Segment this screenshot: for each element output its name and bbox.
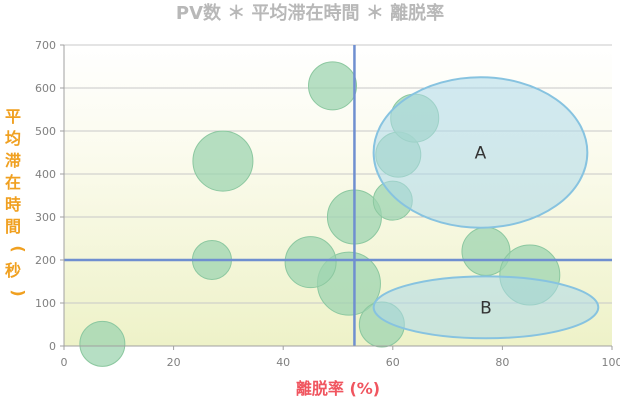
x-tick-label: 100: [602, 356, 620, 369]
y-tick-label: 200: [35, 254, 56, 267]
y-axis-label-char: 平: [5, 107, 21, 126]
bubble-1: [79, 320, 126, 367]
y-axis-label-char: 均: [5, 129, 21, 148]
y-tick-label: 700: [35, 39, 56, 52]
y-axis-label: 平均滞在時間 ( 秒): [5, 107, 28, 297]
chart-title: PV数 ＊ 平均滞在時間 ＊ 離脱率: [176, 2, 444, 24]
bubble-6: [284, 236, 337, 289]
y-tick-label: 300: [35, 211, 56, 224]
bubble-3: [192, 130, 254, 192]
y-tick-label: 600: [35, 82, 56, 95]
bubble-4: [308, 61, 358, 111]
x-tick-label: 60: [386, 356, 400, 369]
y-tick-label: 100: [35, 297, 56, 310]
y-axis-label-char: 間: [5, 217, 21, 236]
region-b-ellipse: [372, 275, 600, 340]
x-tick-label: 0: [61, 356, 68, 369]
region-b-label: B: [480, 298, 492, 318]
y-axis-label-char: 在: [5, 173, 21, 192]
y-tick-label: 500: [35, 125, 56, 138]
y-axis-ticks: 0 100 200 300 400 500 600 700: [35, 39, 64, 353]
x-tick-label: 40: [276, 356, 290, 369]
y-axis-label-char: 秒: [5, 261, 21, 280]
y-tick-label: 400: [35, 168, 56, 181]
reference-lines: [64, 45, 612, 346]
highlight-regions: AB: [372, 76, 600, 340]
x-axis-label: 離脱率 (%): [296, 379, 380, 398]
y-axis-label-char: 時: [5, 195, 21, 214]
y-axis-label-char: (: [9, 245, 28, 252]
y-axis-label-char: 滞: [5, 151, 21, 170]
x-tick-label: 80: [495, 356, 509, 369]
x-tick-label: 20: [167, 356, 181, 369]
x-axis-ticks: 0 20 40 60 80 100: [61, 346, 620, 369]
region-a-ellipse: [372, 76, 589, 229]
region-a-label: A: [475, 144, 487, 164]
y-tick-label: 0: [49, 340, 56, 353]
y-axis-label-char: ): [9, 289, 28, 296]
